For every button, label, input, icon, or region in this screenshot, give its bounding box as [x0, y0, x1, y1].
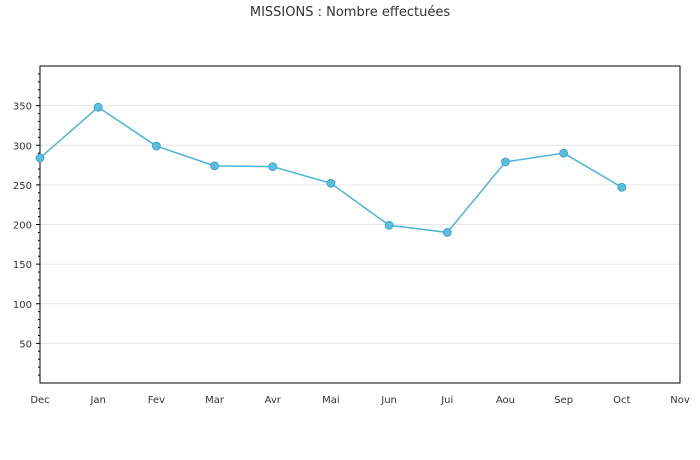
data-point — [35, 153, 45, 163]
series-markers — [35, 102, 627, 237]
x-tick-label: Mar — [205, 395, 225, 406]
y-tick-label: 250 — [13, 181, 32, 192]
data-point — [210, 161, 219, 171]
data-point — [384, 220, 394, 230]
x-tick-label: Dec — [30, 395, 49, 406]
y-axis-tick-labels: 50 100 150 200 250 300 350 — [13, 102, 32, 351]
data-point — [93, 102, 103, 112]
x-tick-label: Fev — [148, 395, 165, 406]
data-point — [326, 178, 336, 188]
x-tick-label: Jui — [440, 395, 453, 406]
series-line — [39, 106, 623, 234]
y-tick-label: 50 — [19, 339, 32, 350]
x-axis-tick-labels: Dec Jan Fev Mar Avr Mai Jun Jui Aou Sep Oct Nov — [30, 395, 690, 406]
x-tick-label: Jun — [380, 395, 397, 406]
y-tick-label: 200 — [13, 221, 32, 232]
x-tick-label: Jan — [89, 395, 105, 406]
grid-lines — [40, 105, 680, 344]
data-point — [442, 228, 452, 237]
x-tick-label: Nov — [670, 395, 690, 406]
x-tick-label: Sep — [554, 395, 573, 406]
data-point — [559, 148, 569, 158]
x-tick-label: Oct — [613, 395, 630, 406]
x-tick-label: Mai — [322, 395, 340, 406]
series-line-layer — [39, 106, 623, 234]
y-tick-label: 150 — [13, 260, 32, 271]
data-point — [501, 157, 510, 167]
data-point — [268, 162, 278, 172]
x-tick-label: Avr — [265, 395, 282, 406]
data-point — [617, 182, 627, 192]
y-tick-label: 300 — [13, 141, 32, 152]
data-point — [151, 141, 161, 151]
y-minor-ticks — [36, 73, 40, 376]
y-tick-label: 350 — [13, 102, 32, 113]
y-tick-label: 100 — [13, 300, 32, 311]
x-tick-label: Aou — [496, 395, 515, 406]
chart-title: MISSIONS : Nombre effectuées — [249, 5, 451, 20]
